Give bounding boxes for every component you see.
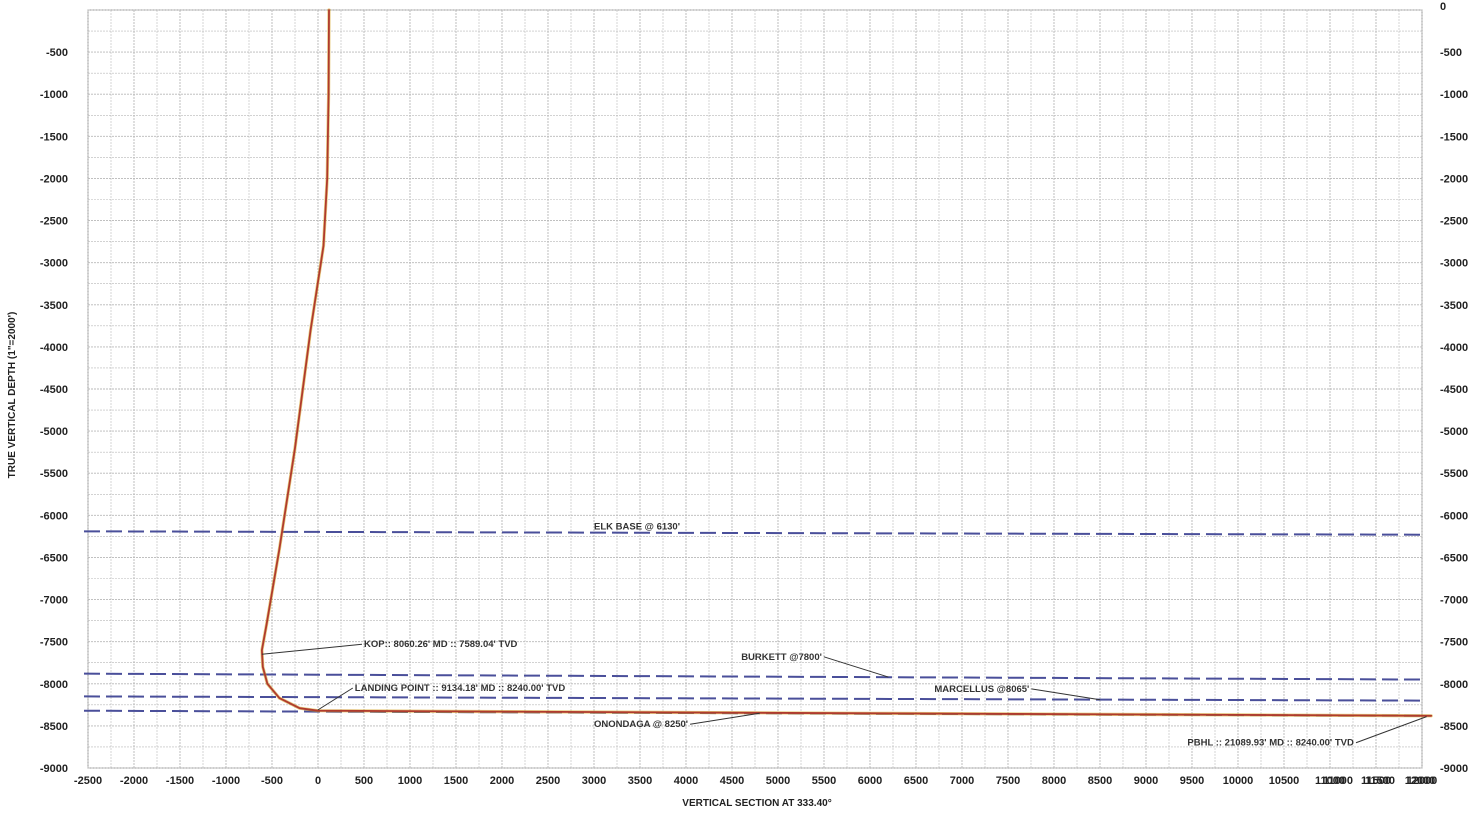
y-tick-label-left: -7000 [40,595,68,607]
x-tick-label: 10000 [1223,775,1254,787]
annotation-leader-line [1355,716,1427,744]
y-tick-label-right: -4500 [1440,384,1468,396]
x-tick-label: 11500 [1361,775,1391,787]
y-tick-label-left: -1000 [40,89,68,101]
y-axis-title: TRUE VERTICAL DEPTH (1"=2000') [7,312,18,479]
x-tick-label: 3500 [628,775,652,787]
y-tick-label-left: -4500 [40,384,68,396]
x-tick-label: 500 [355,775,373,787]
x-tick-label: 4500 [720,775,744,787]
x-tick-label: 5500 [812,775,836,787]
y-tick-label-right: -3000 [1440,258,1468,270]
formation-line [83,672,1426,681]
y-tick-label-left: -9000 [40,763,68,775]
annotation-label: BURKETT @7800' [741,652,822,663]
wellbore-path [260,8,1433,718]
y-tick-label-right: -1000 [1440,89,1468,101]
x-tick-label: 1000 [398,775,422,787]
x-tick-label: 11500 [1365,775,1395,787]
annotation-leader-line [261,643,363,655]
y-tick-label-left: -2500 [40,216,68,228]
x-tick-label: 9500 [1180,775,1204,787]
x-tick-label: 6000 [858,775,882,787]
x-tick-label: 8000 [1042,775,1066,787]
y-tick-label-left: -1500 [40,131,68,143]
x-tick-label: 0 [315,775,321,787]
y-tick-label-right: -5500 [1440,468,1468,480]
y-tick-label-left: -4000 [40,342,68,354]
x-tick-label: 3000 [582,775,606,787]
annotation-label: ONONDAGA @ 8250' [594,719,688,730]
y-tick-label-right: -8000 [1440,679,1468,691]
tick-labels: -2500 -2000 -1500 -1000 -500 0 500 1000 1500 2000… [40,1,1468,787]
x-tick-label: 7000 [950,775,974,787]
grid-lines [87,9,1423,769]
x-axis-title: VERTICAL SECTION AT 333.40° [682,798,831,809]
annotation-leader-line [317,687,354,711]
x-tick-label: -1000 [212,775,240,787]
y-tick-label-left: -5000 [40,426,68,438]
annotation-label: MARCELLUS @8065' [934,684,1029,695]
x-tick-label: -1500 [166,775,194,787]
x-tick-label: 2000 [490,775,514,787]
y-tick-label-right: -7000 [1440,595,1468,607]
annotation-label: PBHL :: 21089.93' MD :: 8240.00' TVD [1187,738,1354,749]
y-tick-label-right: 0 [1440,1,1446,13]
x-tick-label: 6500 [904,775,928,787]
y-tick-label-right: -4000 [1440,342,1468,354]
y-tick-label-right: -9000 [1440,763,1468,775]
y-tick-label-right: -3500 [1440,300,1468,312]
x-tick-label: 4000 [674,775,698,787]
y-tick-label-right: -6500 [1440,552,1468,564]
x-tick-label: 10500 [1269,775,1300,787]
y-tick-label-left: -5500 [40,468,68,480]
y-tick-label-right: -500 [1440,47,1462,59]
y-tick-label-right: -2500 [1440,216,1468,228]
y-tick-label-right: -8500 [1440,721,1468,733]
y-tick-label-right: -2000 [1440,173,1468,185]
x-tick-label: 7500 [996,775,1020,787]
formation-line [83,530,1426,536]
y-tick-label-left: -3500 [40,300,68,312]
x-tick-label: -2000 [120,775,148,787]
y-tick-label-left: -6000 [40,510,68,522]
y-tick-label-left: -6500 [40,552,68,564]
x-tick-label: 11000 [1315,775,1345,787]
y-tick-label-left: -2000 [40,173,68,185]
annotations: KOP:: 8060.26' MD :: 7589.04' TVDLANDING… [261,521,1427,749]
x-tick-label: 1500 [444,775,468,787]
annotation-label: KOP:: 8060.26' MD :: 7589.04' TVD [364,639,518,650]
annotation-label: LANDING POINT :: 9134.18' MD :: 8240.00'… [355,683,566,694]
annotation-label: ELK BASE @ 6130' [594,521,680,532]
annotation-leader-line [823,656,889,678]
y-tick-label-left: -8000 [40,679,68,691]
formation-line [83,695,1426,702]
wellbore-path-line [261,9,1433,717]
y-tick-label-left: -3000 [40,258,68,270]
y-tick-label-right: -5000 [1440,426,1468,438]
x-tick-label: -500 [261,775,283,787]
y-tick-label-left: -500 [46,47,68,59]
x-tick-label: 8500 [1088,775,1112,787]
x-tick-label: 5000 [766,775,790,787]
y-tick-label-left: -7500 [40,637,68,649]
x-tick-label: 2500 [536,775,560,787]
x-tick-label: 12000 [1405,775,1436,787]
x-tick-label: 11000 [1323,775,1353,787]
x-tick-label: 9000 [1134,775,1158,787]
annotation-leader-line [689,712,760,725]
y-tick-label-right: -1500 [1440,131,1468,143]
y-tick-label-right: -7500 [1440,637,1468,649]
x-tick-label: -2500 [74,775,102,787]
y-tick-label-right: -6000 [1440,510,1468,522]
annotation-leader-line [1031,688,1101,701]
x-tick-label: 12000 [1407,775,1438,787]
y-tick-label-left: -8500 [40,721,68,733]
